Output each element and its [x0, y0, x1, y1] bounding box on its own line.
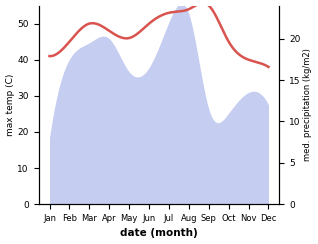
Y-axis label: med. precipitation (kg/m2): med. precipitation (kg/m2) — [303, 48, 313, 161]
X-axis label: date (month): date (month) — [120, 228, 198, 238]
Y-axis label: max temp (C): max temp (C) — [5, 74, 15, 136]
